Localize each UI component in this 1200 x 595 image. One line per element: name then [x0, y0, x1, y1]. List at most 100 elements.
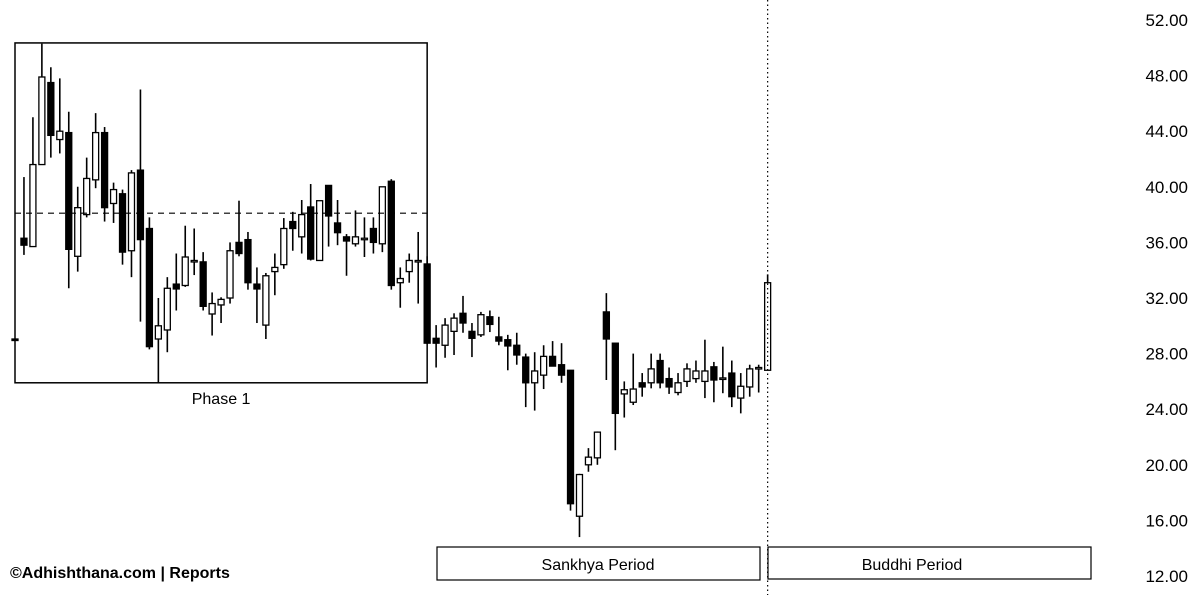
candle-up: [163, 287, 171, 331]
candle-up: [181, 256, 189, 287]
candle-down: [486, 316, 494, 326]
candle-up: [378, 186, 387, 245]
candle-up: [405, 259, 413, 273]
candle-up: [719, 377, 727, 381]
candle-up: [441, 324, 449, 346]
candle-up: [91, 131, 100, 181]
candle-up: [127, 172, 136, 252]
candle-up: [271, 266, 279, 273]
y-tick-label: 48.00: [1145, 67, 1188, 86]
candle-up: [755, 366, 763, 370]
candle-up: [262, 275, 270, 326]
candle-down: [289, 220, 297, 230]
candle-down: [369, 227, 378, 244]
candle-up: [74, 206, 82, 257]
candle-up: [208, 302, 216, 315]
y-tick-label: 16.00: [1145, 511, 1188, 530]
candle-up: [38, 76, 46, 166]
candle-down: [253, 283, 261, 290]
candle-down: [504, 339, 512, 347]
candles-layer: [11, 43, 772, 538]
y-tick-label: 28.00: [1145, 345, 1188, 364]
candle-down: [235, 241, 243, 255]
buddhi-period-box: [767, 546, 1092, 580]
candle-up: [56, 130, 64, 141]
candle-down: [432, 337, 440, 344]
candle-up: [154, 325, 163, 340]
candle-down: [20, 237, 28, 246]
candle-down: [342, 236, 351, 242]
y-tick-label: 40.00: [1145, 178, 1188, 197]
candle-down: [513, 344, 521, 356]
candle-down: [602, 311, 611, 340]
candle-down: [100, 131, 109, 209]
candle-down: [557, 364, 566, 376]
candle-down: [324, 184, 333, 217]
candle-up: [217, 298, 225, 306]
candle-down: [387, 180, 395, 287]
y-tick-label: 24.00: [1145, 400, 1188, 419]
y-tick-label: 20.00: [1145, 456, 1188, 475]
sankhya-period-label: Sankhya Period: [542, 557, 655, 574]
candle-down: [172, 283, 180, 290]
candle-down: [333, 222, 342, 234]
candle-down: [65, 131, 73, 250]
candle-up: [360, 237, 369, 241]
candle-up: [674, 382, 682, 394]
candle-up: [692, 370, 700, 380]
candle-up: [539, 355, 548, 376]
candle-down: [118, 193, 127, 253]
candle-up: [593, 431, 602, 459]
candle-down: [710, 366, 718, 381]
candle-down: [522, 356, 530, 384]
candle-down: [468, 330, 476, 339]
candle-down: [307, 206, 315, 260]
candle-down: [244, 238, 252, 284]
candle-up: [226, 250, 234, 299]
y-tick-label: 32.00: [1145, 289, 1188, 308]
candle-up: [477, 314, 485, 336]
candle-down: [656, 359, 664, 384]
candle-up: [575, 473, 584, 517]
candle-down: [145, 227, 154, 348]
candle-down: [638, 382, 646, 388]
candle-down: [611, 342, 619, 415]
candle-up: [584, 456, 593, 466]
candle-up: [746, 368, 754, 388]
annotations-layer: Phase 1 Sankhya Period Buddhi Period: [14, 0, 1092, 595]
y-axis: 52.00 48.00 44.00 40.00 36.00 32.00 28.00 24.00…: [1145, 11, 1188, 586]
candle-up: [647, 368, 655, 384]
candle-up: [298, 213, 306, 238]
candle-up: [109, 188, 118, 205]
candle-up: [29, 163, 37, 248]
candle-up: [315, 200, 324, 262]
candle-up: [280, 227, 288, 266]
y-tick-label: 44.00: [1145, 122, 1188, 141]
candle-up: [737, 385, 745, 399]
candle-down: [728, 372, 736, 398]
candle-up: [683, 368, 691, 383]
candle-up: [620, 389, 628, 395]
candle-down: [136, 169, 145, 241]
candle-down: [199, 261, 207, 307]
candle-down: [548, 355, 557, 367]
y-tick-label: 52.00: [1145, 11, 1188, 30]
candle-down: [665, 377, 673, 388]
candle-up: [629, 388, 637, 403]
candle-up: [763, 282, 772, 371]
watermark: ©Adhishthana.com | Reports: [10, 565, 230, 582]
candle-down: [495, 336, 503, 342]
y-tick-label: 12.00: [1145, 567, 1188, 586]
candle-up: [414, 259, 422, 263]
candle-up: [396, 277, 404, 284]
candle-up: [450, 317, 458, 333]
candle-down: [566, 369, 575, 505]
candle-up: [190, 259, 198, 263]
candle-down: [459, 312, 467, 324]
y-tick-label: 36.00: [1145, 233, 1188, 252]
candle-up: [351, 236, 360, 245]
candle-down: [47, 81, 55, 137]
buddhi-period-label: Buddhi Period: [862, 557, 963, 574]
sankhya-period-box: [436, 546, 761, 581]
